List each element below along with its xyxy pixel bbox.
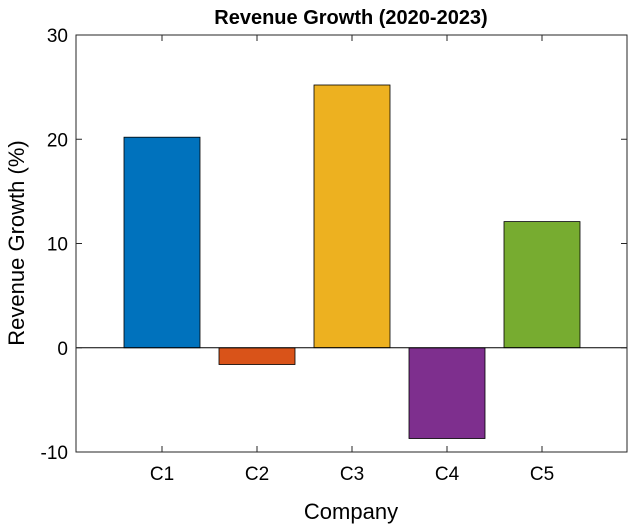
y-tick-label-0: -10 [41, 443, 68, 464]
ticks-layer [76, 34, 627, 453]
y-tick-labels: -10 0 10 20 30 [41, 26, 68, 464]
x-tick-label-c2: C2 [245, 464, 269, 485]
chart-title: Revenue Growth (2020-2023) [214, 7, 487, 29]
x-tick-label-c5: C5 [530, 464, 554, 485]
x-tick-label-c4: C4 [435, 464, 460, 485]
y-tick-label-4: 30 [47, 26, 68, 47]
x-tick-label-c3: C3 [340, 464, 364, 485]
x-axis-label: Company [304, 499, 398, 524]
bars-layer [123, 84, 581, 439]
bar-c1 [123, 136, 201, 349]
y-tick-label-3: 20 [47, 130, 68, 151]
bar-c4 [408, 347, 486, 439]
y-tick-label-1: 0 [57, 339, 68, 360]
bar-c2 [218, 347, 296, 365]
x-tick-label-c1: C1 [150, 464, 174, 485]
bar-c5 [503, 221, 581, 349]
x-tick-labels: C1 C2 C3 C4 C5 [150, 464, 554, 485]
y-axis-label: Revenue Growth (%) [4, 140, 29, 345]
y-tick-label-2: 10 [47, 235, 68, 256]
bar-c3 [313, 84, 391, 349]
